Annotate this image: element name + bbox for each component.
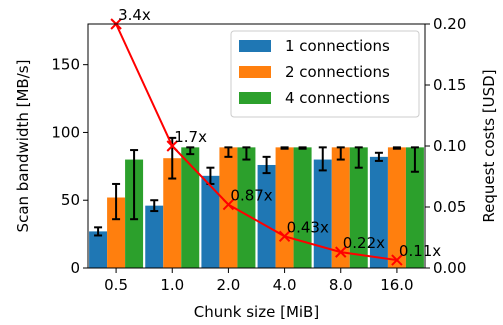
cost-line-layer: 3.4x 1.7x 0.87x 0.43x 0.22x 0.11x (110, 6, 441, 266)
bar-2-connections-1.0 (163, 158, 182, 268)
y2-tick-label-0.05: 0.05 (433, 198, 466, 216)
legend-label-0: 1 connections (285, 37, 390, 55)
bar-4-connections-16.0 (405, 147, 424, 268)
x-tick-label-2.0: 2.0 (216, 276, 240, 294)
bar-4-connections-1.0 (181, 147, 200, 268)
bars-layer (89, 136, 424, 268)
bar-4-connections-4.0 (293, 147, 312, 268)
bar-1-connections-8.0 (313, 159, 332, 268)
legend-swatch-2 (239, 92, 271, 104)
y-tick-label-150: 150 (51, 56, 80, 74)
cost-marker-2.0 (222, 198, 235, 211)
cost-label-4.0: 0.43x (287, 218, 329, 236)
bar-4-connections-8.0 (349, 147, 368, 268)
cost-marker-1.0 (166, 140, 178, 152)
x-tick-label-16.0: 16.0 (380, 276, 413, 294)
y2-tick-label-0.15: 0.15 (433, 76, 466, 94)
bar-1-connections-16.0 (369, 156, 388, 268)
x-tick-label-8.0: 8.0 (329, 276, 353, 294)
y2-axis-label: Request costs [USD] (480, 69, 498, 222)
legend-label-2: 4 connections (285, 89, 390, 107)
cost-marker-8.0 (335, 246, 347, 258)
y-axis-label: Scan bandwidth [MB/s] (14, 60, 32, 233)
cost-label-2.0: 0.87x (230, 187, 272, 205)
y2-tick-label-0.00: 0.00 (433, 259, 466, 277)
legend-label-1: 2 connections (285, 63, 390, 81)
bar-1-connections-2.0 (201, 175, 220, 268)
cost-label-0.5: 3.4x (118, 6, 151, 24)
bar-2-connections-2.0 (219, 147, 238, 268)
legend-box (230, 30, 420, 118)
x-tick-label-4.0: 4.0 (273, 276, 297, 294)
cost-marker-4.0 (278, 230, 291, 242)
legend: 1 connections 2 connections 4 connections (230, 30, 420, 118)
bar-2-connections-0.5 (107, 197, 126, 268)
cost-line (115, 23, 398, 262)
x-axis-label: Chunk size [MiB] (194, 303, 319, 321)
x-tick-label-0.5: 0.5 (104, 276, 128, 294)
cost-label-8.0: 0.22x (343, 234, 385, 252)
legend-swatch-0 (239, 40, 271, 52)
y-tick-label-100: 100 (51, 123, 80, 141)
cost-label-16.0: 0.11x (399, 242, 441, 260)
bar-4-connections-2.0 (237, 147, 256, 268)
y2-tick-label-0.20: 0.20 (433, 15, 466, 33)
y2-tick-label-0.10: 0.10 (433, 137, 466, 155)
cost-label-1.0: 1.7x (174, 128, 207, 146)
axes-layer: 0 50 100 150 0.00 0.05 0.10 0.15 0.20 0.5 1.0 2.0 4.… (14, 15, 498, 321)
bar-2-connections-4.0 (275, 147, 294, 268)
bar-2-connections-16.0 (387, 147, 406, 268)
legend-swatch-1 (239, 66, 271, 78)
x-tick-label-1.0: 1.0 (160, 276, 184, 294)
y-tick-label-0: 0 (70, 259, 80, 277)
bar-1-connections-1.0 (145, 205, 164, 268)
y-tick-label-50: 50 (61, 191, 80, 209)
cost-marker-16.0 (391, 254, 403, 266)
bar-1-connections-0.5 (89, 231, 108, 268)
bar-1-connections-4.0 (257, 164, 276, 268)
bar-2-connections-8.0 (331, 147, 350, 268)
